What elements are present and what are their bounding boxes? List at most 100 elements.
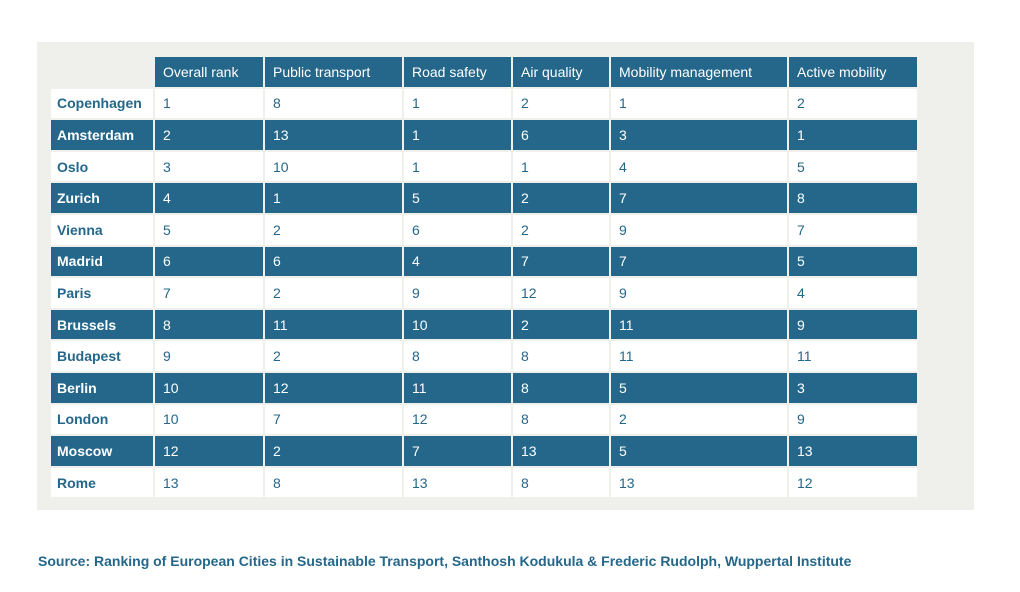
- rank-cell: 2: [513, 88, 609, 119]
- rank-cell: 9: [611, 278, 787, 308]
- city-name-cell: Vienna: [51, 214, 153, 245]
- rank-cell: 13: [611, 467, 787, 498]
- table-row: Berlin 10 12 11 8 5 3: [51, 372, 917, 403]
- column-header: Public transport: [265, 57, 402, 87]
- rank-cell: 3: [789, 372, 917, 403]
- city-name-cell: Oslo: [51, 151, 153, 182]
- rank-cell: 6: [265, 246, 402, 277]
- rank-cell: 5: [155, 214, 263, 245]
- rank-cell: 8: [265, 88, 402, 119]
- rank-cell: 7: [513, 246, 609, 277]
- rank-cell: 13: [155, 467, 263, 498]
- table-body: Copenhagen 1 8 1 2 1 2 Amsterdam 2 13 1 6 3 1 Oslo 3 10 1…: [51, 88, 917, 498]
- rank-cell: 11: [611, 341, 787, 371]
- rank-cell: 5: [611, 372, 787, 403]
- rank-cell: 9: [611, 214, 787, 245]
- source-note: Source: Ranking of European Cities in Su…: [38, 553, 852, 569]
- city-name-cell: Madrid: [51, 246, 153, 277]
- rank-cell: 1: [789, 120, 917, 150]
- rank-cell: 1: [611, 88, 787, 119]
- rank-cell: 9: [155, 341, 263, 371]
- table-row: Amsterdam 2 13 1 6 3 1: [51, 120, 917, 150]
- table-row: London 10 7 12 8 2 9: [51, 404, 917, 435]
- rank-cell: 10: [155, 372, 263, 403]
- table-row: Vienna 5 2 6 2 9 7: [51, 214, 917, 245]
- rank-cell: 8: [155, 309, 263, 340]
- city-name-cell: Rome: [51, 467, 153, 498]
- city-name-cell: Berlin: [51, 372, 153, 403]
- rank-cell: 11: [611, 309, 787, 340]
- city-name-cell: Paris: [51, 278, 153, 308]
- rank-cell: 2: [265, 436, 402, 466]
- city-name-cell: Budapest: [51, 341, 153, 371]
- rank-cell: 13: [513, 436, 609, 466]
- corner-cell: [51, 57, 153, 87]
- rank-cell: 7: [404, 436, 511, 466]
- table-row: Oslo 3 10 1 1 4 5: [51, 151, 917, 182]
- rank-cell: 13: [789, 436, 917, 466]
- rank-cell: 11: [265, 309, 402, 340]
- rank-cell: 7: [611, 183, 787, 213]
- rank-cell: 10: [404, 309, 511, 340]
- rank-cell: 1: [404, 88, 511, 119]
- rank-cell: 6: [513, 120, 609, 150]
- rank-cell: 8: [789, 183, 917, 213]
- rank-cell: 9: [789, 309, 917, 340]
- table-row: Madrid 6 6 4 7 7 5: [51, 246, 917, 277]
- rank-cell: 12: [404, 404, 511, 435]
- table-row: Rome 13 8 13 8 13 12: [51, 467, 917, 498]
- rank-cell: 4: [404, 246, 511, 277]
- rank-cell: 8: [513, 467, 609, 498]
- rank-cell: 2: [611, 404, 787, 435]
- rank-cell: 2: [789, 88, 917, 119]
- table-row: Copenhagen 1 8 1 2 1 2: [51, 88, 917, 119]
- rank-cell: 3: [611, 120, 787, 150]
- column-header: Road safety: [404, 57, 511, 87]
- city-name-cell: Zurich: [51, 183, 153, 213]
- rank-cell: 13: [265, 120, 402, 150]
- rank-cell: 12: [513, 278, 609, 308]
- rank-cell: 1: [265, 183, 402, 213]
- rank-cell: 6: [155, 246, 263, 277]
- rank-cell: 8: [265, 467, 402, 498]
- rank-cell: 8: [404, 341, 511, 371]
- column-header: Air quality: [513, 57, 609, 87]
- table-row: Paris 7 2 9 12 9 4: [51, 278, 917, 308]
- rank-cell: 10: [155, 404, 263, 435]
- rank-cell: 11: [789, 341, 917, 371]
- rank-cell: 12: [789, 467, 917, 498]
- rank-cell: 2: [265, 214, 402, 245]
- rank-cell: 5: [611, 436, 787, 466]
- rank-cell: 8: [513, 372, 609, 403]
- rank-cell: 2: [155, 120, 263, 150]
- rank-cell: 2: [513, 309, 609, 340]
- rank-cell: 2: [265, 278, 402, 308]
- rank-cell: 8: [513, 404, 609, 435]
- rank-cell: 5: [789, 246, 917, 277]
- city-name-cell: Brussels: [51, 309, 153, 340]
- rank-cell: 8: [513, 341, 609, 371]
- rank-cell: 5: [789, 151, 917, 182]
- column-header: Overall rank: [155, 57, 263, 87]
- rank-cell: 5: [404, 183, 511, 213]
- rank-cell: 1: [513, 151, 609, 182]
- rank-cell: 7: [265, 404, 402, 435]
- table-row: Budapest 9 2 8 8 11 11: [51, 341, 917, 371]
- rank-cell: 7: [155, 278, 263, 308]
- table-row: Brussels 8 11 10 2 11 9: [51, 309, 917, 340]
- rank-cell: 11: [404, 372, 511, 403]
- header-row: Overall rank Public transport Road safet…: [51, 57, 917, 87]
- rank-cell: 9: [789, 404, 917, 435]
- rank-cell: 10: [265, 151, 402, 182]
- table-row: Zurich 4 1 5 2 7 8: [51, 183, 917, 213]
- column-header: Active mobility: [789, 57, 917, 87]
- city-name-cell: Copenhagen: [51, 88, 153, 119]
- rank-cell: 7: [789, 214, 917, 245]
- rank-cell: 9: [404, 278, 511, 308]
- rank-cell: 12: [155, 436, 263, 466]
- rank-cell: 2: [513, 183, 609, 213]
- rank-cell: 1: [404, 151, 511, 182]
- rank-cell: 6: [404, 214, 511, 245]
- rank-cell: 2: [265, 341, 402, 371]
- table-row: Moscow 12 2 7 13 5 13: [51, 436, 917, 466]
